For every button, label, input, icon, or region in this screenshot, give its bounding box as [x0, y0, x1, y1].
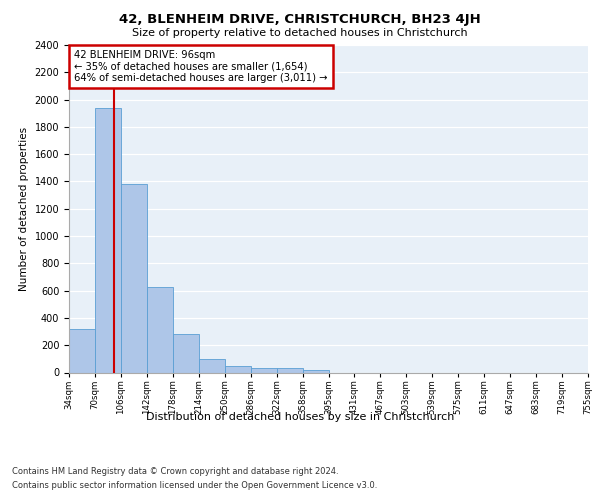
- Bar: [251, 368, 277, 372]
- Bar: [69, 329, 95, 372]
- Bar: [147, 286, 173, 372]
- Bar: [277, 368, 302, 372]
- Y-axis label: Number of detached properties: Number of detached properties: [19, 126, 29, 291]
- Bar: [121, 184, 147, 372]
- Bar: [95, 108, 121, 372]
- Text: Distribution of detached houses by size in Christchurch: Distribution of detached houses by size …: [146, 412, 454, 422]
- Text: 42, BLENHEIM DRIVE, CHRISTCHURCH, BH23 4JH: 42, BLENHEIM DRIVE, CHRISTCHURCH, BH23 4…: [119, 12, 481, 26]
- Text: Size of property relative to detached houses in Christchurch: Size of property relative to detached ho…: [132, 28, 468, 38]
- Text: Contains HM Land Registry data © Crown copyright and database right 2024.: Contains HM Land Registry data © Crown c…: [12, 468, 338, 476]
- Bar: [173, 334, 199, 372]
- Bar: [225, 366, 251, 372]
- Bar: [302, 370, 329, 372]
- Text: Contains public sector information licensed under the Open Government Licence v3: Contains public sector information licen…: [12, 481, 377, 490]
- Bar: [199, 359, 224, 372]
- Text: 42 BLENHEIM DRIVE: 96sqm
← 35% of detached houses are smaller (1,654)
64% of sem: 42 BLENHEIM DRIVE: 96sqm ← 35% of detach…: [74, 50, 328, 83]
